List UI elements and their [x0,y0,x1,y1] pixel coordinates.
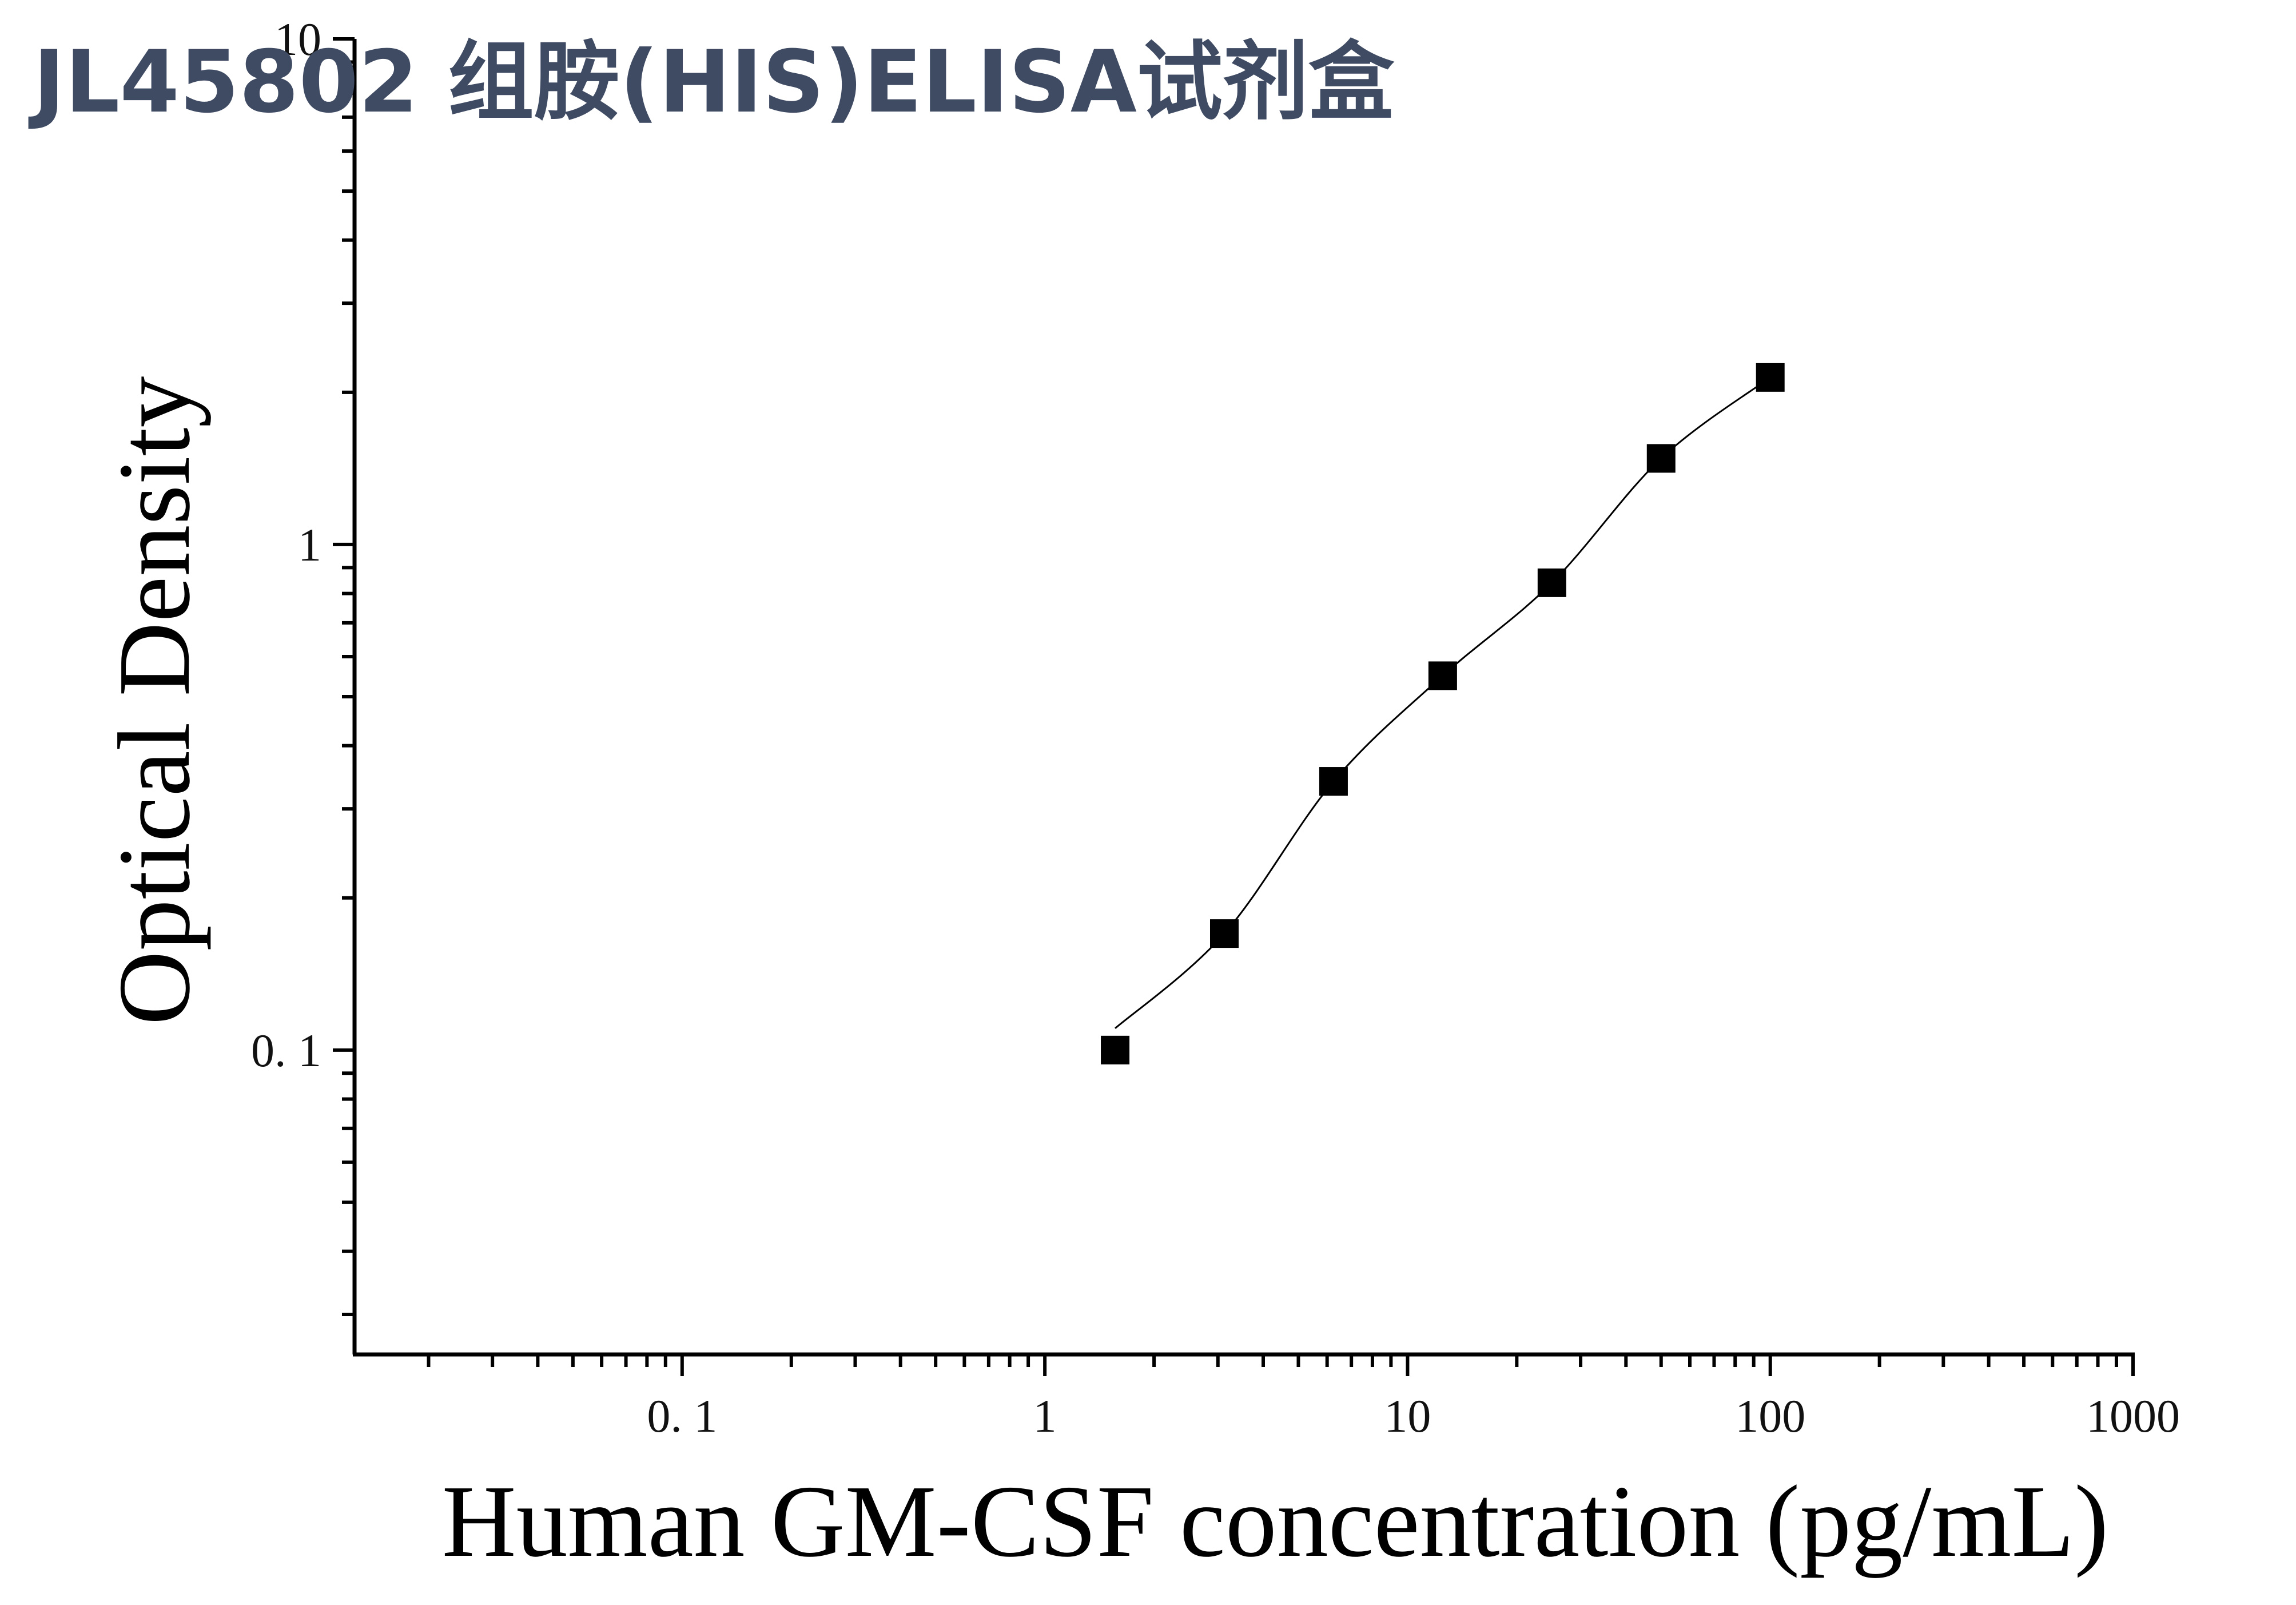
data-points [1101,363,1785,1064]
data-point [1209,919,1239,948]
x-tick-label: 1 [1033,1390,1057,1442]
y-tick-label: 1 [298,519,321,571]
data-point [1537,568,1566,597]
x-tick-label: 1000 [2086,1390,2180,1442]
y-tick-label: 0. 1 [251,1024,321,1076]
x-tick-label: 10 [1384,1390,1431,1442]
data-point [1646,444,1676,473]
data-point [1428,661,1457,690]
y-tick-label: 10 [274,13,321,65]
data-point [1756,363,1785,392]
x-tick-label: 100 [1735,1390,1805,1442]
x-axis-title: Human GM-CSF concentration (pg/mL) [442,1464,2109,1578]
y-axis-title: Optical Density [97,376,211,1026]
tick-labels: 0. 1 1 10 100 1000 0. 1 1 10 [251,13,2180,1442]
data-point [1319,767,1348,796]
data-point [1101,1035,1130,1064]
axes [333,37,2135,1376]
x-tick-label: 0. 1 [647,1390,717,1442]
page-title: JL45802 组胺(HIS)ELISA试剂盒 [28,33,1395,132]
